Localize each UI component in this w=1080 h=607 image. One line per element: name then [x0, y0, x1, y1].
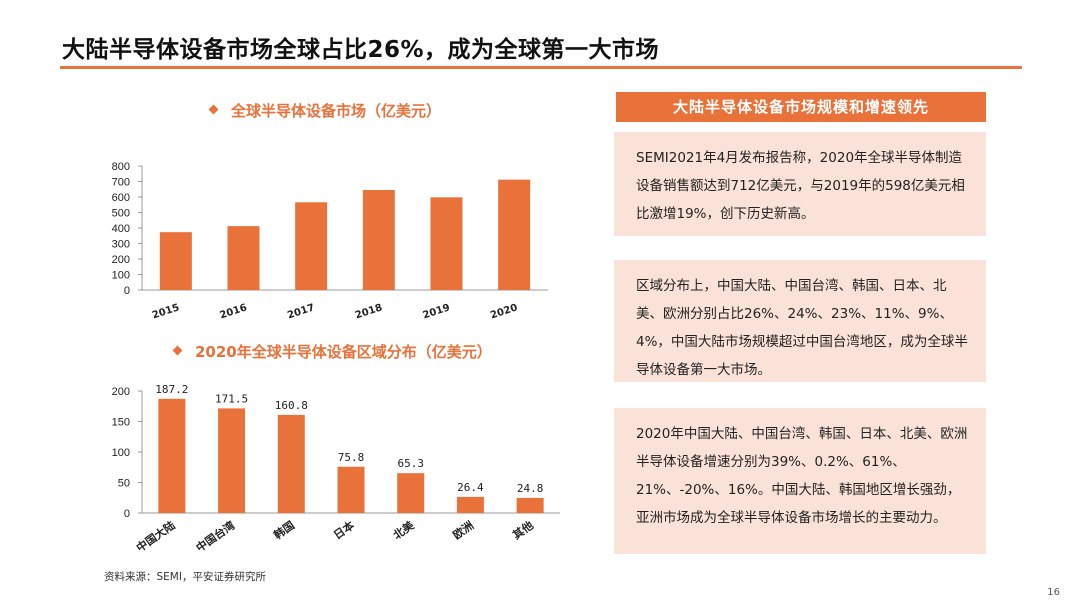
chart1-bar	[430, 197, 463, 290]
source-note: 资料来源：SEMI，平安证券研究所	[104, 571, 266, 583]
text-panel-2: 区域分布上，中国大陆、中国台湾、韩国、日本、北美、欧洲分别占比26%、24%、2…	[614, 260, 986, 382]
chart1-x-tick-label: 2018	[354, 302, 384, 321]
page-number: 16	[1047, 587, 1060, 598]
chart2-data-label: 171.5	[215, 392, 248, 405]
chart2-x-tick-label: 中国台湾	[193, 518, 237, 555]
chart1-x-tick-label: 2016	[219, 302, 249, 321]
chart2-bar	[277, 414, 305, 513]
chart2-y-tick-label: 100	[112, 447, 130, 459]
chart2-x-tick-label: 北美	[390, 517, 417, 542]
chart1-y-tick-label: 800	[112, 161, 130, 173]
chart1-bar	[159, 232, 192, 290]
chart1-bar	[295, 202, 328, 290]
chart2-y-tick-label: 0	[124, 508, 130, 520]
chart2-bar	[158, 398, 186, 513]
text-panel-3: 2020年中国大陆、中国台湾、韩国、日本、北美、欧洲半导体设备增速分别为39%、…	[614, 408, 986, 554]
chart2-bar	[337, 466, 365, 513]
chart2-y-tick-label: 200	[112, 386, 130, 398]
chart2-x-tick-label: 日本	[331, 518, 357, 542]
chart1-y-tick-label: 200	[112, 254, 130, 266]
chart1-bar	[227, 226, 260, 290]
chart1-heading: 全球半导体设备市场（亿美元）	[208, 100, 442, 121]
chart1-y-tick-label: 100	[112, 270, 130, 282]
chart2-data-label: 75.8	[338, 451, 365, 464]
chart2-bar	[218, 408, 246, 513]
chart1-y-tick-label: 700	[112, 177, 130, 189]
title-divider	[60, 66, 1022, 69]
chart2-data-label: 160.8	[275, 399, 308, 412]
chart2-bar	[397, 473, 425, 513]
chart1-x-tick-label: 2020	[489, 302, 519, 321]
chart2-x-tick-label: 韩国	[271, 518, 297, 542]
page-title: 大陆半导体设备市场全球占比26%，成为全球第一大市场	[62, 37, 660, 63]
chart1-title: 全球半导体设备市场（亿美元）	[231, 102, 442, 120]
chart2-data-label: 24.8	[517, 482, 544, 495]
chart2-data-label: 26.4	[457, 481, 484, 494]
chart1-y-tick-label: 300	[112, 239, 130, 251]
text-panel-1: SEMI2021年4月发布报告称，2020年全球半导体制造设备销售额达到712亿…	[614, 132, 986, 236]
chart2-x-tick-label: 欧洲	[450, 518, 476, 542]
chart1-x-tick-label: 2019	[422, 302, 452, 321]
chart2-x-tick-label: 其他	[510, 518, 536, 542]
chart2-title: 2020年全球半导体设备区域分布（亿美元）	[195, 343, 492, 361]
chart1-x-tick-label: 2017	[286, 302, 316, 321]
chart1-bar	[362, 190, 395, 290]
chart1-y-tick-label: 600	[112, 192, 130, 204]
chart2-data-label: 65.3	[397, 457, 424, 470]
chart2-bar	[456, 496, 484, 513]
chart1-y-tick-label: 0	[124, 285, 130, 297]
chart1-bar	[498, 179, 531, 290]
chart2-bar	[516, 497, 544, 513]
chart1-y-tick-label: 400	[112, 223, 130, 235]
chart1-x-tick-label: 2015	[151, 302, 181, 321]
chart2-data-label: 187.2	[155, 383, 188, 396]
panel-header: 大陆半导体设备市场规模和增速领先	[616, 92, 986, 122]
chart2-y-tick-label: 50	[118, 478, 130, 490]
chart2-y-tick-label: 150	[112, 417, 130, 429]
chart2-x-tick-label: 中国大陆	[134, 518, 178, 555]
chart1-y-tick-label: 500	[112, 208, 130, 220]
chart2-heading: 2020年全球半导体设备区域分布（亿美元）	[172, 341, 492, 362]
